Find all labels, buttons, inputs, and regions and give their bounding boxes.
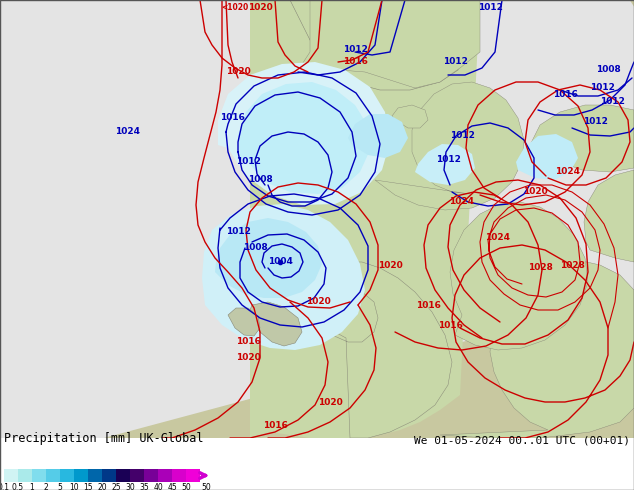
Text: 20: 20 [97, 483, 107, 490]
Text: 1012: 1012 [477, 3, 502, 13]
Text: 35: 35 [139, 483, 149, 490]
Text: 40: 40 [153, 483, 163, 490]
Text: 1024: 1024 [450, 197, 474, 206]
Polygon shape [440, 260, 634, 438]
Polygon shape [375, 82, 524, 210]
Text: 1012: 1012 [226, 227, 250, 237]
Text: 10: 10 [69, 483, 79, 490]
Text: 1012: 1012 [450, 130, 474, 140]
Text: Precipitation [mm] UK-Global: Precipitation [mm] UK-Global [4, 432, 204, 445]
Bar [116, 469, 130, 482]
Text: 15: 15 [83, 483, 93, 490]
Polygon shape [238, 82, 370, 194]
Text: 1016: 1016 [236, 338, 261, 346]
Text: 1012: 1012 [590, 83, 614, 93]
Polygon shape [218, 62, 390, 205]
Text: 1012: 1012 [600, 98, 624, 106]
Polygon shape [530, 105, 634, 172]
Polygon shape [516, 134, 578, 180]
Bar [18, 469, 32, 482]
Polygon shape [392, 105, 428, 128]
Text: 1020: 1020 [522, 188, 547, 196]
Text: 1016: 1016 [415, 300, 441, 310]
Text: <1020: <1020 [221, 3, 249, 13]
Polygon shape [202, 204, 365, 350]
Text: 1: 1 [30, 483, 34, 490]
Text: 1016: 1016 [219, 114, 245, 122]
Text: 1012: 1012 [342, 46, 368, 54]
Polygon shape [215, 218, 322, 298]
Text: 1028: 1028 [527, 264, 552, 272]
Text: 0.1: 0.1 [0, 483, 10, 490]
Text: We 01-05-2024 00..01 UTC (00+01): We 01-05-2024 00..01 UTC (00+01) [414, 435, 630, 445]
Text: 1012: 1012 [583, 118, 607, 126]
Text: 1020: 1020 [236, 353, 261, 363]
Text: 1016: 1016 [437, 320, 462, 329]
Text: 1020: 1020 [378, 261, 403, 270]
Text: 1024: 1024 [555, 168, 581, 176]
Bar [60, 469, 74, 482]
Polygon shape [450, 202, 588, 350]
Polygon shape [312, 262, 452, 438]
Text: 1016: 1016 [553, 91, 578, 99]
Text: 1008: 1008 [243, 243, 268, 251]
Polygon shape [0, 320, 50, 438]
Bar [172, 469, 186, 482]
Polygon shape [290, 0, 468, 90]
Text: 25: 25 [111, 483, 121, 490]
Text: 1020: 1020 [226, 68, 250, 76]
Text: 1016: 1016 [262, 420, 287, 430]
Text: 1028: 1028 [560, 261, 585, 270]
Text: 45: 45 [167, 483, 177, 490]
Text: 1016: 1016 [342, 57, 368, 67]
Polygon shape [0, 0, 634, 438]
Text: 50: 50 [201, 483, 211, 490]
Text: 1024: 1024 [486, 234, 510, 243]
Text: 50: 50 [181, 483, 191, 490]
Text: 1020: 1020 [248, 3, 273, 13]
Bar [102, 469, 116, 482]
Text: 1008: 1008 [248, 175, 273, 185]
Text: 1024: 1024 [115, 127, 141, 137]
Polygon shape [348, 114, 408, 158]
Polygon shape [250, 0, 480, 438]
Text: 1004: 1004 [268, 258, 292, 267]
Text: 0.5: 0.5 [12, 483, 24, 490]
Polygon shape [0, 438, 634, 490]
Bar [32, 469, 46, 482]
Text: 1012: 1012 [443, 57, 467, 67]
Bar [144, 469, 158, 482]
Polygon shape [248, 302, 302, 346]
Bar [4, 469, 18, 482]
Bar [46, 469, 60, 482]
Bar [186, 469, 200, 482]
Bar [88, 469, 102, 482]
Bar [74, 469, 88, 482]
Bar [158, 469, 172, 482]
Polygon shape [228, 308, 260, 336]
Text: 1020: 1020 [318, 397, 342, 407]
Text: 1012: 1012 [436, 155, 460, 165]
Text: 1020: 1020 [306, 297, 330, 307]
Polygon shape [584, 170, 634, 262]
Polygon shape [415, 144, 475, 185]
Text: 1012: 1012 [236, 157, 261, 167]
Text: 2: 2 [44, 483, 48, 490]
Polygon shape [265, 0, 480, 188]
Bar [130, 469, 144, 482]
Text: 30: 30 [125, 483, 135, 490]
Text: 1008: 1008 [595, 66, 621, 74]
Text: 5: 5 [58, 483, 62, 490]
